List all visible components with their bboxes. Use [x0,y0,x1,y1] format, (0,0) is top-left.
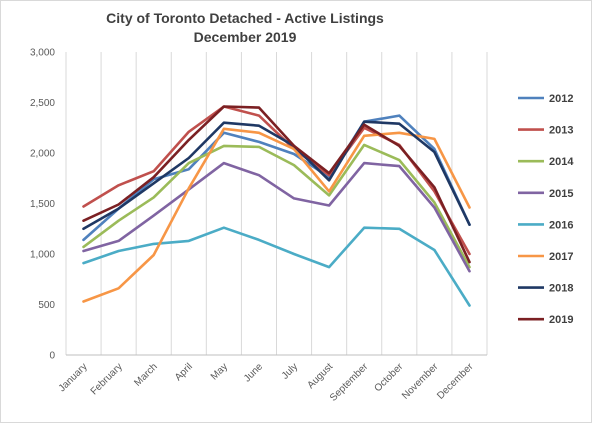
legend-label-2013: 2013 [549,125,573,137]
legend-label-2015: 2015 [549,188,573,200]
legend-label-2016: 2016 [549,219,573,231]
legend: 2012 2013 2014 2015 2016 2017 2018 2019 [518,93,574,326]
gridlines [65,52,488,355]
x-tick-label: July [280,361,300,381]
chart-title: City of Toronto Detached - Active Listin… [106,10,384,26]
series-lines [82,105,471,307]
series-line-2014 [82,143,471,269]
x-tick-label: November [400,361,441,402]
x-tick-label: August [305,361,335,391]
x-tick-label: May [209,361,230,382]
series-line-2017 [82,127,471,303]
y-tick-label: 2,500 [30,98,55,109]
x-tick-label: January [57,361,90,394]
y-tick-label: 2,000 [30,149,55,160]
series-line-2019 [82,105,471,264]
legend-label-2018: 2018 [549,283,573,295]
y-tick-label: 500 [38,300,55,311]
legend-label-2012: 2012 [549,93,573,105]
chart-subtitle: December 2019 [194,29,297,45]
y-tick-label: 3,000 [30,48,55,59]
y-tick-label: 1,500 [30,199,55,210]
series-line-2016 [82,226,471,307]
x-tick-label: March [132,361,159,388]
y-tick-label: 1,000 [30,250,55,261]
x-tick-label: October [372,361,405,394]
x-tick-label: June [242,361,265,384]
x-tick-label: April [173,361,195,383]
series-line-2018 [82,120,471,231]
series-line-2015 [82,161,471,273]
legend-label-2017: 2017 [549,251,573,263]
legend-label-2019: 2019 [549,314,573,326]
series-line-2012 [82,114,471,242]
x-tick-label: September [328,361,371,404]
y-tick-label: 0 [49,351,55,362]
legend-label-2014: 2014 [549,156,574,168]
x-tick-label: December [435,361,476,402]
x-tick-label: February [89,361,125,397]
